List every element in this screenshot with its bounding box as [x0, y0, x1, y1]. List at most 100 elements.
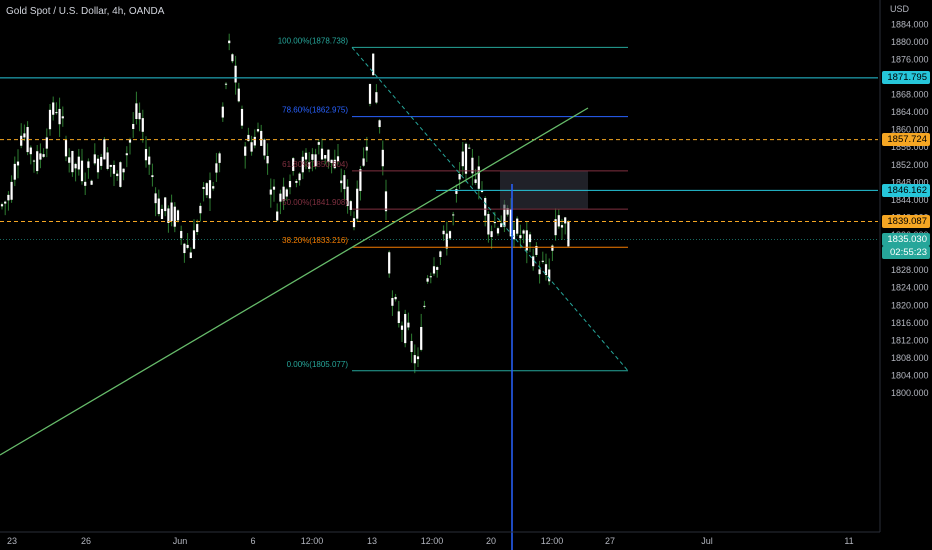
candle-body: [199, 205, 202, 214]
candle-body: [548, 269, 551, 282]
candle-body: [560, 225, 564, 228]
candle-body: [317, 142, 320, 145]
time-tick-label: 27: [605, 536, 615, 546]
candle-body: [541, 260, 544, 262]
time-tick-label: 12:00: [301, 536, 324, 546]
candle-body: [240, 108, 244, 126]
candle-body: [77, 156, 80, 170]
candle-body: [436, 267, 439, 270]
candle-body: [292, 158, 295, 171]
price-tick-label: 1800.000: [891, 388, 929, 398]
candle-body: [308, 162, 311, 169]
candle-body: [314, 154, 317, 167]
candle-body: [538, 269, 541, 275]
candle-body: [282, 186, 285, 201]
candle-body: [496, 228, 500, 234]
candle-body: [208, 180, 212, 199]
candle-body: [471, 157, 474, 174]
candle-body: [173, 206, 176, 227]
candle-body: [455, 189, 458, 194]
price-tag: 1871.795: [882, 71, 930, 85]
candle-body: [324, 155, 327, 159]
candle-body: [356, 188, 359, 219]
candle-body: [372, 53, 375, 76]
price-tick-label: 1880.000: [891, 37, 929, 47]
drawing-overlays: 100.00%(1878.738) 78.60%(1862.975) 61.80%(…: [0, 36, 878, 550]
price-tick-label: 1848.000: [891, 177, 929, 187]
candle-body: [413, 355, 416, 364]
candle-body: [202, 187, 205, 189]
candle-body: [535, 245, 538, 255]
candle-body: [218, 153, 221, 163]
candle-body: [429, 276, 432, 278]
candle-body: [260, 130, 263, 146]
candle-body: [266, 156, 269, 164]
candle-body: [407, 322, 410, 328]
candle-body: [250, 142, 253, 152]
candle-body: [109, 164, 112, 167]
candle-body: [183, 243, 186, 254]
candle-body: [192, 230, 196, 249]
fib-diagonal: [351, 47, 629, 372]
candle-body: [359, 169, 362, 191]
candle-body: [32, 160, 36, 162]
time-tick-label: 12:00: [541, 536, 564, 546]
candle-body: [71, 150, 74, 173]
candle-body: [349, 201, 352, 210]
price-tick-label: 1828.000: [891, 265, 929, 275]
candle-body: [509, 208, 512, 237]
candle-body: [368, 83, 372, 104]
fib-level-label: 0.00%(1805.077): [287, 360, 349, 369]
candle-body: [26, 127, 29, 153]
candle-body: [84, 181, 87, 186]
candle-body: [327, 149, 330, 163]
candle-body: [36, 151, 39, 172]
price-tag: 1839.087: [882, 214, 930, 228]
time-tick-label: 20: [486, 536, 496, 546]
candle-body: [416, 356, 420, 360]
time-tick-label: 26: [81, 536, 91, 546]
candle-body: [487, 214, 490, 235]
candle-body: [90, 180, 93, 185]
candle-body: [148, 156, 151, 165]
candle-body: [426, 278, 429, 282]
price-tick-label: 1824.000: [891, 283, 929, 293]
candle-body: [74, 163, 77, 169]
candle-body: [519, 235, 522, 239]
candle-body: [276, 211, 279, 221]
candle-body: [490, 231, 493, 238]
candle-body: [106, 152, 109, 169]
price-tick-label: 1844.000: [891, 195, 929, 205]
time-axis[interactable]: 23 26 Jun 6 12:00 13 12:00 20 12:00 27 Jul 11: [0, 531, 880, 546]
candle-body: [554, 219, 557, 236]
candle-body: [458, 174, 461, 180]
candle-body: [445, 233, 448, 249]
candle-body: [352, 218, 356, 228]
trendline: [0, 107, 589, 456]
candle-body: [93, 154, 96, 164]
candle-body: [279, 193, 282, 202]
candle-body: [410, 341, 413, 353]
price-tick-label: 1816.000: [891, 318, 929, 328]
fib-level-label: 50.00%(1841.908): [282, 198, 348, 207]
candle-body: [397, 311, 400, 324]
candle-body: [346, 186, 349, 206]
price-axis[interactable]: USD1884.0001880.0001876.0001872.0001868.…: [879, 0, 929, 532]
candle-body: [480, 190, 484, 192]
candle-body: [189, 252, 192, 259]
candle-body: [343, 175, 346, 190]
candle-body: [512, 229, 516, 240]
candle-body: [29, 147, 32, 155]
candle-body: [215, 163, 218, 173]
candle-body: [336, 156, 340, 162]
candle-body: [256, 129, 260, 132]
candle-body: [432, 266, 436, 274]
currency-label: USD: [890, 4, 910, 14]
candle-body: [320, 148, 324, 160]
candle-body: [119, 162, 122, 187]
candle-body: [42, 154, 45, 157]
candle-body: [52, 102, 55, 115]
candle-body: [39, 153, 42, 160]
bar-countdown: 02:55:23: [882, 246, 930, 260]
